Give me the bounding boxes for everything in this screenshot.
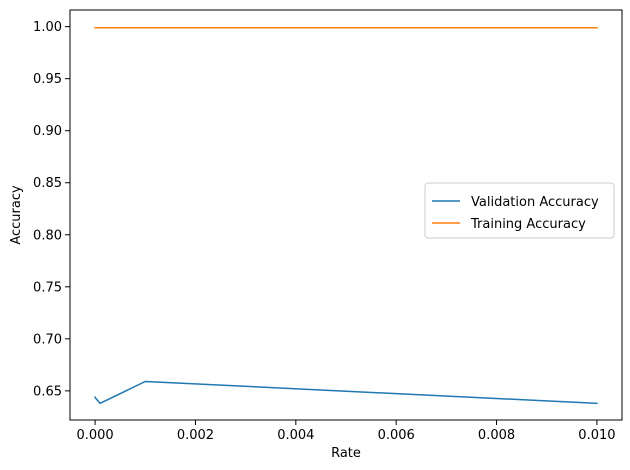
y-axis-label: Accuracy xyxy=(9,185,24,245)
y-tick-label: 0.80 xyxy=(33,228,62,243)
y-tick-label: 0.65 xyxy=(33,384,62,399)
y-axis-ticks: 0.65 0.70 0.75 0.80 0.85 0.90 0.95 1.00 xyxy=(33,20,70,399)
y-tick-label: 0.95 xyxy=(33,72,62,87)
legend-label-training: Training Accuracy xyxy=(470,217,586,232)
y-tick-label: 0.90 xyxy=(33,124,62,139)
x-tick-label: 0.008 xyxy=(478,428,515,443)
x-tick-label: 0.004 xyxy=(277,428,314,443)
legend-box xyxy=(424,182,615,239)
series-line-0 xyxy=(94,380,598,405)
x-tick-label: 0.002 xyxy=(177,428,214,443)
plot-lines xyxy=(94,26,598,405)
x-tick-label: 0.000 xyxy=(76,428,113,443)
y-tick-label: 1.00 xyxy=(33,20,62,35)
legend: Validation Accuracy Training Accuracy xyxy=(424,182,615,239)
x-tick-label: 0.010 xyxy=(578,428,615,443)
x-axis-ticks: 0.000 0.002 0.004 0.006 0.008 0.010 xyxy=(76,420,616,443)
y-tick-label: 0.70 xyxy=(33,332,62,347)
y-tick-label: 0.75 xyxy=(33,280,62,295)
axes-frame xyxy=(69,9,623,421)
x-axis-label: Rate xyxy=(331,446,361,461)
legend-label-validation: Validation Accuracy xyxy=(471,195,599,210)
y-tick-label: 0.85 xyxy=(33,176,62,191)
x-tick-label: 0.006 xyxy=(378,428,415,443)
